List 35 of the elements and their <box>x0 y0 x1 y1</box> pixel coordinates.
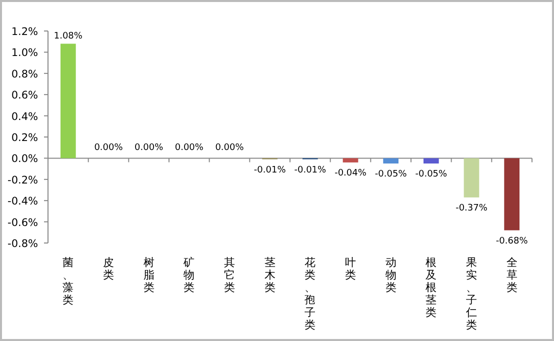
x-tick-label: 根及根茎类 <box>426 256 437 319</box>
x-tick-label: 其它类 <box>224 256 235 294</box>
y-tick-label: 0.6% <box>11 90 38 102</box>
y-tick-label: -0.6% <box>8 216 38 229</box>
x-tick-label: 皮类 <box>103 256 114 282</box>
data-label: 0.00% <box>94 143 124 154</box>
y-tick-label: -0.8% <box>8 238 38 250</box>
x-tick-label: 叶类 <box>345 256 356 282</box>
data-label: -0.01% <box>294 165 327 176</box>
data-label: -0.37% <box>456 203 488 214</box>
y-tick-label: 0.0% <box>11 153 38 166</box>
data-label: 0.00% <box>134 143 164 154</box>
data-label: -0.04% <box>334 168 367 178</box>
x-tick-label: 菌、藻类 <box>62 256 74 306</box>
x-tick-label: 树脂类 <box>143 256 154 294</box>
x-tick-label: 茎木类 <box>264 256 276 294</box>
y-tick-label: 0.4% <box>11 110 38 123</box>
data-label: -0.05% <box>415 170 448 180</box>
x-tick-label: 全草类 <box>506 256 518 294</box>
x-tick-label: 矿物类 <box>182 256 195 294</box>
y-tick-label: -0.2% <box>8 174 38 186</box>
x-tick-label: 果实、子仁类 <box>466 256 477 332</box>
y-tick-label: 0.2% <box>11 132 38 144</box>
data-label: 0.00% <box>174 143 204 154</box>
x-tick-label: 花类、孢子类 <box>304 256 316 332</box>
data-label: -0.68% <box>496 236 528 246</box>
x-tick-label: 动物类 <box>385 256 396 294</box>
data-label: -0.05% <box>374 170 408 180</box>
data-label: -0.01% <box>254 165 286 176</box>
data-label: 1.08% <box>54 32 83 42</box>
y-tick-label: 0.8% <box>11 68 38 80</box>
data-label: 0.00% <box>215 143 244 154</box>
y-tick-label: -0.4% <box>8 196 38 208</box>
y-tick-label: 1.2% <box>11 26 38 38</box>
y-tick-label: 1.0% <box>11 47 38 60</box>
